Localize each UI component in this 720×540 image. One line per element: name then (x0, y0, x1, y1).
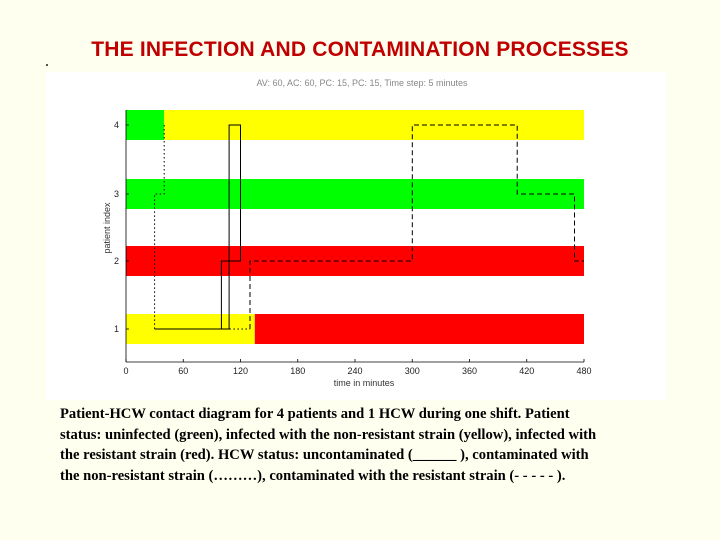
y-tick-label-2: 2 (114, 256, 119, 266)
x-tick-label-360: 360 (462, 366, 477, 376)
x-tick-label-420: 420 (519, 366, 534, 376)
caption-line-4b: ……… (213, 467, 258, 484)
x-tick-label-180: 180 (290, 366, 305, 376)
x-tick-label-480: 480 (576, 366, 591, 376)
x-tick-label-240: 240 (347, 366, 362, 376)
caption-line-4d: - - - - - (514, 467, 554, 484)
chart-title: AV: 60, AC: 60, PC: 15, PC: 15, Time ste… (256, 78, 468, 88)
bullet-dot (46, 64, 48, 66)
y-tick-label-3: 3 (114, 189, 119, 199)
y-tick-label-1: 1 (114, 324, 119, 334)
x-tick-label-60: 60 (178, 366, 188, 376)
caption-line-2: status: uninfected (green), infected wit… (60, 426, 597, 443)
slide-title: THE INFECTION AND CONTAMINATION PROCESSE… (91, 38, 629, 61)
patient-1-segment-2 (254, 314, 584, 344)
y-axis-label: patient index (102, 202, 112, 254)
x-axis-label: time in minutes (334, 378, 395, 388)
y-tick-label-4: 4 (114, 120, 119, 130)
caption-line-4c: ), contaminated with the resistant strai… (257, 467, 515, 484)
caption-line-3b: HCW status: (217, 447, 300, 463)
caption-line-3c: uncontaminated (______ ), contaminated w… (299, 447, 589, 463)
caption-line-1: Patient-HCW contact diagram for 4 patien… (60, 406, 570, 422)
caption-line-4e: ). (553, 467, 566, 484)
x-tick-label-300: 300 (405, 366, 420, 376)
caption-line-3a: the resistant strain (red). (60, 447, 218, 463)
contact-diagram-figure: AV: 60, AC: 60, PC: 15, PC: 15, Time ste… (46, 72, 666, 400)
patient-4-segment-1 (126, 110, 165, 140)
patient-4-segment-2 (164, 110, 584, 140)
hcw-path-segment-1 (154, 125, 165, 329)
caption-line-4a: the non-resistant strain ( (60, 467, 214, 484)
x-tick-label-0: 0 (123, 366, 128, 376)
hcw-path-segment-4 (249, 124, 584, 329)
hcw-path-segment-2 (154, 124, 241, 330)
x-tick-label-120: 120 (233, 366, 248, 376)
patient-3-segment-1 (126, 179, 584, 209)
contact-diagram-chart: AV: 60, AC: 60, PC: 15, PC: 15, Time ste… (102, 78, 592, 388)
figure-caption: Patient-HCW contact diagram for 4 patien… (60, 404, 670, 486)
